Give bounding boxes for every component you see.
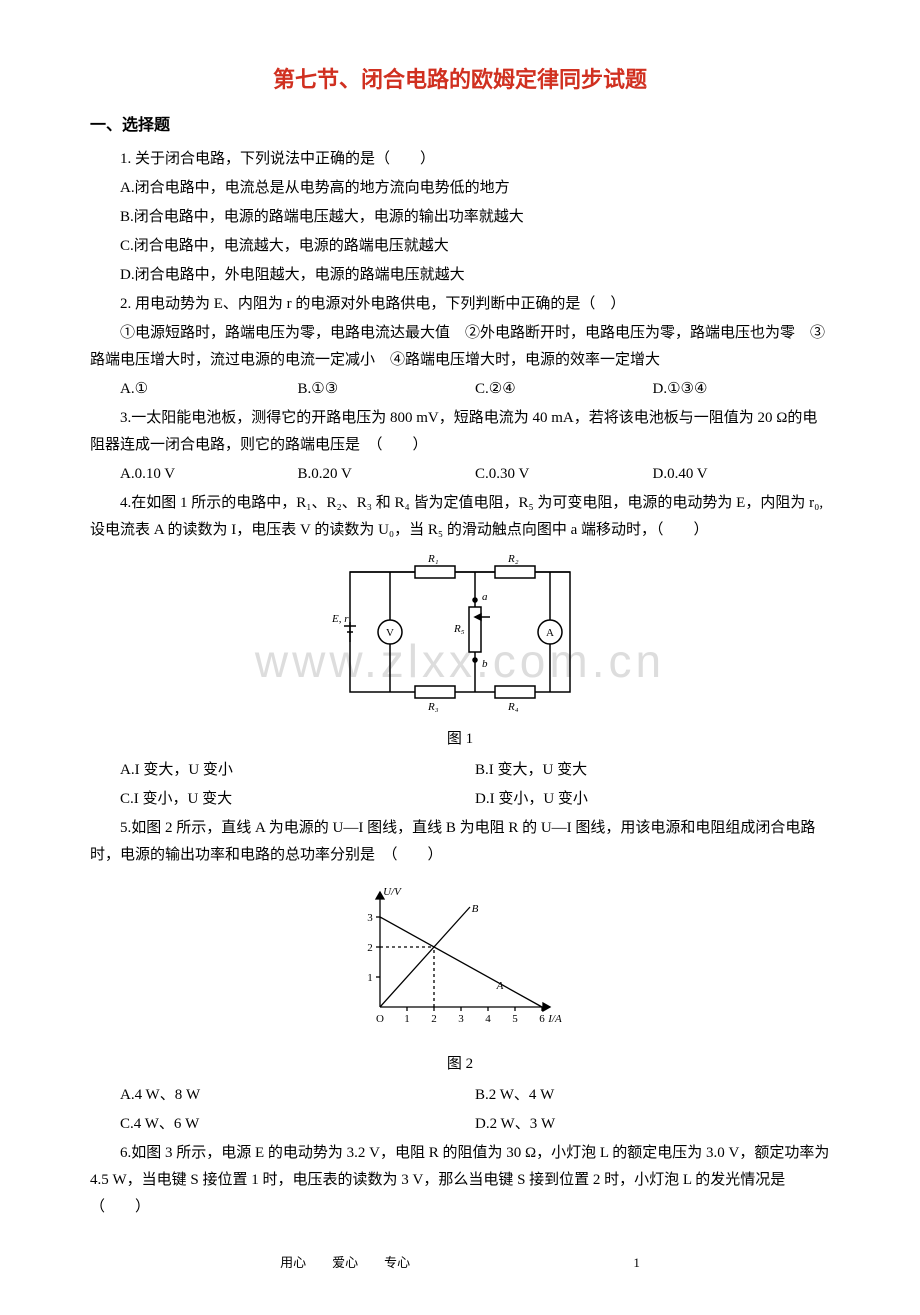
svg-text:E, r: E, r	[331, 613, 349, 625]
page-footer: 用心 爱心 专心 1	[90, 1251, 830, 1274]
svg-text:I/A: I/A	[547, 1013, 562, 1025]
svg-text:R₂: R₂	[507, 553, 519, 565]
svg-text:2: 2	[367, 942, 373, 954]
q4-optA: A.I 变大，U 变小	[120, 757, 475, 784]
q1-optB: B.闭合电路中，电源的路端电压越大，电源的输出功率就越大	[90, 204, 830, 231]
q2-optD: D.①③④	[653, 376, 831, 403]
q5-optC: C.4 W、6 W	[120, 1111, 475, 1138]
fig2-caption: 图 2	[90, 1051, 830, 1078]
svg-text:1: 1	[367, 972, 373, 984]
q4-row1: A.I 变大，U 变小 B.I 变大，U 变大	[120, 757, 830, 784]
q2-options: A.① B.①③ C.②④ D.①③④	[120, 376, 830, 403]
q2-optA: A.①	[120, 376, 298, 403]
svg-text:V: V	[386, 627, 394, 639]
svg-text:6: 6	[539, 1013, 545, 1025]
svg-text:R₃: R₃	[427, 701, 439, 712]
figure1: R₁ R₂ R₃ R₄ R₅ a b E, r V A	[90, 552, 830, 722]
svg-text:R₄: R₄	[507, 701, 519, 712]
page-number: 1	[633, 1251, 640, 1274]
q3-optA: A.0.10 V	[120, 461, 298, 488]
q2-optB: B.①③	[298, 376, 476, 403]
fig1-caption: 图 1	[90, 726, 830, 753]
figure2-chart: 1 2 3 4 5 6 1 2 3 O I/A U/V A B	[90, 877, 830, 1047]
q1-optA: A.闭合电路中，电流总是从电势高的地方流向电势低的地方	[90, 175, 830, 202]
q5-stem: 5.如图 2 所示，直线 A 为电源的 U—I 图线，直线 B 为电阻 R 的 …	[90, 815, 830, 869]
q6-stem: 6.如图 3 所示，电源 E 的电动势为 3.2 V，电阻 R 的阻值为 30 …	[90, 1140, 830, 1221]
svg-text:B: B	[472, 903, 479, 915]
section-heading: 一、选择题	[90, 112, 830, 141]
svg-text:4: 4	[485, 1013, 491, 1025]
svg-text:A: A	[546, 627, 554, 639]
q5-row2: C.4 W、6 W D.2 W、3 W	[120, 1111, 830, 1138]
q3-stem: 3.一太阳能电池板，测得它的开路电压为 800 mV，短路电流为 40 mA，若…	[90, 405, 830, 459]
q1-optD: D.闭合电路中，外电阻越大，电源的路端电压就越大	[90, 262, 830, 289]
footer-text: 用心 爱心 专心	[280, 1255, 410, 1270]
svg-text:2: 2	[431, 1013, 437, 1025]
svg-text:3: 3	[367, 912, 373, 924]
q5-optB: B.2 W、4 W	[475, 1082, 830, 1109]
q2-optC: C.②④	[475, 376, 653, 403]
q4-optD: D.I 变小，U 变小	[475, 786, 830, 813]
page-title: 第七节、闭合电路的欧姆定律同步试题	[90, 60, 830, 100]
q4-optB: B.I 变大，U 变大	[475, 757, 830, 784]
q2-stem: 2. 用电动势为 E、内阻为 r 的电源对外电路供电，下列判断中正确的是（ ）	[90, 291, 830, 318]
q2-statements: ①电源短路时，路端电压为零，电路电流达最大值 ②外电路断开时，电路电压为零，路端…	[90, 320, 830, 374]
q4-row2: C.I 变小，U 变大 D.I 变小，U 变小	[120, 786, 830, 813]
q5-optA: A.4 W、8 W	[120, 1082, 475, 1109]
svg-text:3: 3	[458, 1013, 464, 1025]
q1-optC: C.闭合电路中，电流越大，电源的路端电压就越大	[90, 233, 830, 260]
svg-text:R₅: R₅	[453, 623, 465, 635]
svg-text:R₁: R₁	[427, 553, 439, 565]
q5-row1: A.4 W、8 W B.2 W、4 W	[120, 1082, 830, 1109]
q3-optB: B.0.20 V	[298, 461, 476, 488]
svg-text:O: O	[376, 1013, 384, 1025]
svg-text:b: b	[482, 658, 488, 670]
q1-stem: 1. 关于闭合电路，下列说法中正确的是（ ）	[90, 146, 830, 173]
svg-text:5: 5	[512, 1013, 518, 1025]
q3-optD: D.0.40 V	[653, 461, 831, 488]
q3-options: A.0.10 V B.0.20 V C.0.30 V D.0.40 V	[120, 461, 830, 488]
svg-text:1: 1	[404, 1013, 410, 1025]
q4-optC: C.I 变小，U 变大	[120, 786, 475, 813]
q4-stem: 4.在如图 1 所示的电路中，R₁、R₂、R₃ 和 R₄ 皆为定值电阻，R₅ 为…	[90, 490, 830, 544]
q3-optC: C.0.30 V	[475, 461, 653, 488]
svg-text:A: A	[496, 980, 504, 992]
svg-text:U/V: U/V	[383, 886, 402, 898]
q5-optD: D.2 W、3 W	[475, 1111, 830, 1138]
svg-text:a: a	[482, 591, 488, 603]
